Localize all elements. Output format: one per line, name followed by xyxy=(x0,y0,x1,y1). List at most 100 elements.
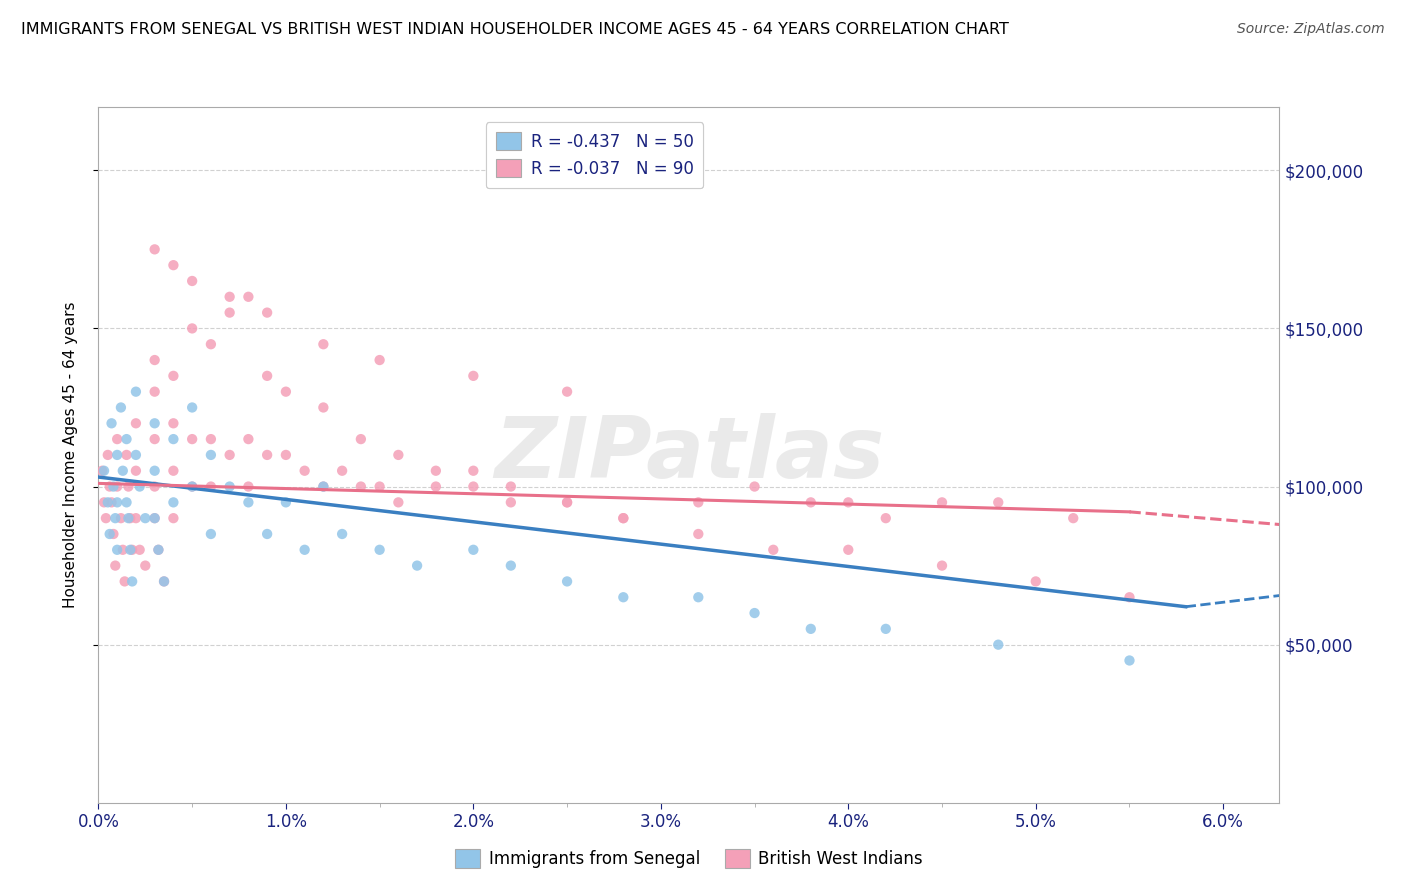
Point xyxy=(463,542,485,557)
Point xyxy=(104,511,127,525)
Point xyxy=(105,432,128,446)
Point xyxy=(103,527,125,541)
Point xyxy=(125,417,148,431)
Point xyxy=(125,384,148,399)
Point xyxy=(330,527,353,541)
Point xyxy=(987,495,1010,509)
Point xyxy=(463,464,485,478)
Point xyxy=(875,511,897,525)
Point xyxy=(1062,511,1084,525)
Point xyxy=(105,542,128,557)
Point xyxy=(98,479,121,493)
Point xyxy=(800,622,823,636)
Point xyxy=(238,432,260,446)
Point xyxy=(181,274,204,288)
Point xyxy=(612,511,634,525)
Point xyxy=(1025,574,1047,589)
Point xyxy=(294,542,316,557)
Point xyxy=(134,558,156,573)
Point xyxy=(256,527,278,541)
Point xyxy=(143,432,166,446)
Point xyxy=(1118,591,1140,605)
Point xyxy=(128,542,150,557)
Point xyxy=(499,495,522,509)
Point xyxy=(387,448,409,462)
Point xyxy=(117,479,139,493)
Point xyxy=(125,464,148,478)
Point xyxy=(143,511,166,525)
Point xyxy=(121,574,143,589)
Point xyxy=(117,511,139,525)
Point xyxy=(98,527,121,541)
Point xyxy=(368,353,391,368)
Point xyxy=(111,542,134,557)
Legend: Immigrants from Senegal, British West Indians: Immigrants from Senegal, British West In… xyxy=(449,843,929,875)
Point xyxy=(148,542,170,557)
Point xyxy=(143,511,166,525)
Point xyxy=(837,495,859,509)
Point xyxy=(94,511,117,525)
Point xyxy=(162,432,184,446)
Point xyxy=(110,511,132,525)
Point xyxy=(312,401,335,415)
Point xyxy=(162,258,184,272)
Point xyxy=(143,243,166,257)
Point xyxy=(181,479,204,493)
Point xyxy=(463,479,485,493)
Point xyxy=(162,417,184,431)
Point xyxy=(181,479,204,493)
Point xyxy=(143,384,166,399)
Point xyxy=(612,511,634,525)
Text: ZIPatlas: ZIPatlas xyxy=(494,413,884,497)
Point xyxy=(200,432,222,446)
Point xyxy=(143,417,166,431)
Point xyxy=(256,368,278,383)
Point xyxy=(762,542,785,557)
Point xyxy=(256,448,278,462)
Text: IMMIGRANTS FROM SENEGAL VS BRITISH WEST INDIAN HOUSEHOLDER INCOME AGES 45 - 64 Y: IMMIGRANTS FROM SENEGAL VS BRITISH WEST … xyxy=(21,22,1010,37)
Point xyxy=(200,337,222,351)
Point xyxy=(105,479,128,493)
Point xyxy=(499,558,522,573)
Point xyxy=(181,401,204,415)
Point xyxy=(128,479,150,493)
Point xyxy=(105,448,128,462)
Point xyxy=(406,558,429,573)
Point xyxy=(200,448,222,462)
Point xyxy=(153,574,176,589)
Point xyxy=(1118,653,1140,667)
Point xyxy=(387,495,409,509)
Point xyxy=(688,527,710,541)
Point xyxy=(350,479,373,493)
Point xyxy=(103,479,125,493)
Point xyxy=(555,384,578,399)
Point xyxy=(368,542,391,557)
Point xyxy=(744,606,766,620)
Point xyxy=(120,511,142,525)
Point xyxy=(111,464,134,478)
Point xyxy=(312,479,335,493)
Point xyxy=(100,417,122,431)
Point xyxy=(312,337,335,351)
Point xyxy=(125,448,148,462)
Point xyxy=(97,448,120,462)
Y-axis label: Householder Income Ages 45 - 64 years: Householder Income Ages 45 - 64 years xyxy=(63,301,77,608)
Point xyxy=(162,495,184,509)
Point xyxy=(121,542,143,557)
Point xyxy=(987,638,1010,652)
Point xyxy=(104,558,127,573)
Point xyxy=(200,527,222,541)
Point xyxy=(100,495,122,509)
Point xyxy=(181,321,204,335)
Point xyxy=(744,479,766,493)
Point xyxy=(425,464,447,478)
Point xyxy=(555,495,578,509)
Point xyxy=(800,495,823,509)
Point xyxy=(931,558,953,573)
Point xyxy=(274,495,297,509)
Point xyxy=(312,479,335,493)
Point xyxy=(97,495,120,509)
Point xyxy=(162,511,184,525)
Point xyxy=(181,432,204,446)
Point xyxy=(463,368,485,383)
